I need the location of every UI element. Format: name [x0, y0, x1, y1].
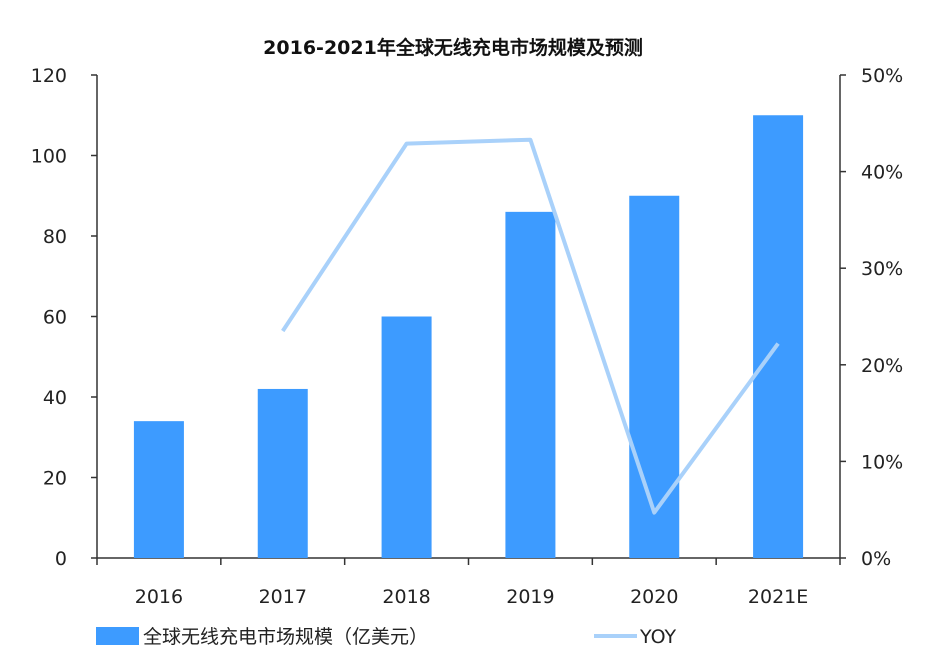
legend-bar-label: 全球无线充电市场规模（亿美元）	[143, 626, 428, 648]
bar-series	[133, 115, 804, 558]
left-axis-tick-label: 0	[55, 548, 67, 570]
bar	[381, 316, 432, 558]
right-axis-ticks: 0% 10% 20% 30% 40% 50%	[840, 65, 903, 570]
left-axis-tick-label: 100	[31, 146, 67, 168]
left-axis-tick-label: 60	[43, 307, 67, 329]
x-axis-tick-label: 2017	[259, 586, 307, 608]
yoy-line-series	[281, 137, 780, 515]
bar	[505, 211, 556, 558]
x-axis-tick-label: 2021E	[748, 586, 808, 608]
right-axis-tick-label: 30%	[861, 258, 903, 280]
x-axis-tick-label: 2016	[135, 586, 183, 608]
bar	[753, 115, 804, 558]
right-axis-tick-label: 20%	[861, 355, 903, 377]
chart-title: 2016-2021年全球无线充电市场规模及预测	[263, 36, 643, 59]
left-axis-ticks: 0 20 40 60 80 100 120	[31, 65, 97, 570]
left-axis-tick-label: 40	[43, 387, 67, 409]
legend-line-label: YOY	[639, 626, 676, 648]
left-axis-tick-label: 80	[43, 226, 67, 248]
legend: 全球无线充电市场规模（亿美元） YOY	[96, 626, 676, 648]
bar	[257, 388, 308, 558]
right-axis-tick-label: 50%	[861, 65, 903, 87]
left-axis-tick-label: 20	[43, 468, 67, 490]
x-axis-ticks: 2016 2017 2018 2019 2020 2021E	[96, 558, 841, 608]
right-axis-tick-label: 10%	[861, 451, 903, 473]
legend-bar-swatch	[96, 627, 139, 645]
bar	[133, 421, 184, 558]
right-axis-tick-label: 0%	[861, 548, 891, 570]
x-axis-tick-label: 2018	[382, 586, 430, 608]
left-axis-tick-label: 120	[31, 65, 67, 87]
x-axis-tick-label: 2020	[630, 586, 678, 608]
bar	[629, 195, 680, 558]
right-axis-tick-label: 40%	[861, 162, 903, 184]
x-axis-tick-label: 2019	[506, 586, 554, 608]
